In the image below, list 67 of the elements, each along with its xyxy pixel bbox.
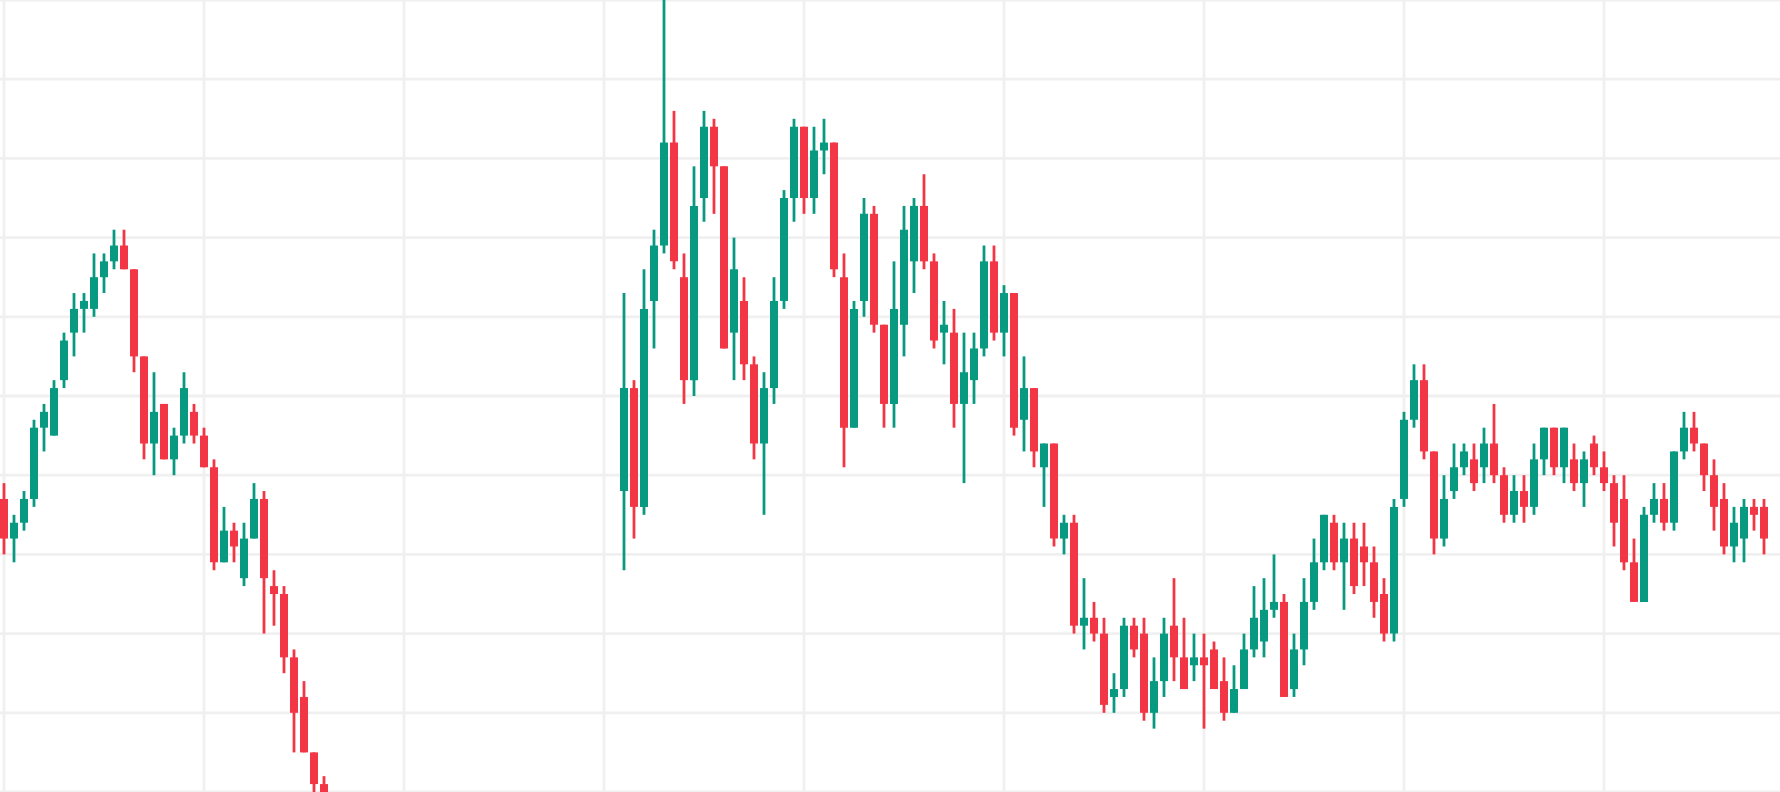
candlestick (1320, 513, 1328, 572)
candlestick (10, 513, 18, 564)
candlestick (1500, 465, 1508, 525)
candlestick (1060, 513, 1068, 556)
candlestick (1580, 450, 1588, 509)
candlestick (1020, 355, 1028, 453)
candlestick (1550, 426, 1558, 477)
candlestick (1700, 442, 1708, 493)
candlestick (250, 481, 258, 540)
candlestick (150, 370, 158, 477)
candlestick (1650, 481, 1658, 525)
candlestick (1440, 473, 1448, 548)
candlestick (1480, 426, 1488, 485)
candlestick (1490, 402, 1498, 485)
candlestick (1690, 410, 1698, 453)
candlestick (220, 505, 228, 564)
candlestick (1300, 576, 1308, 667)
candlestick (170, 426, 178, 477)
candlestick (110, 228, 118, 271)
candlestick (1090, 600, 1098, 643)
candlestick (710, 117, 718, 216)
candlestick (1680, 410, 1688, 461)
candlestick (1560, 426, 1568, 485)
candlestick (1000, 283, 1008, 358)
candlestick (1340, 521, 1348, 612)
candlestick (940, 299, 948, 366)
candlestick (1600, 450, 1608, 493)
candlestick (1520, 473, 1528, 525)
candlestick (270, 568, 278, 628)
candlestick (1170, 576, 1178, 683)
candlestick (60, 331, 68, 390)
candlestick (810, 125, 818, 216)
candlestick (1330, 513, 1338, 572)
candlestick (1310, 537, 1318, 612)
candlestick (1150, 655, 1158, 731)
candlestick (230, 521, 238, 564)
candlestick (1630, 537, 1638, 604)
candlestick (1410, 362, 1418, 430)
candlestick (1230, 663, 1238, 715)
candlestick (1540, 426, 1548, 477)
candlestick (1470, 442, 1478, 493)
candlestick (1110, 671, 1118, 715)
candlestick (20, 489, 28, 533)
candlestick (240, 521, 248, 588)
candlestick (100, 252, 108, 295)
candlestick (1460, 442, 1468, 477)
candlestick (1270, 553, 1278, 620)
candlestick (310, 751, 318, 792)
candlestick (120, 228, 128, 271)
candlestick (1190, 632, 1198, 683)
candlestick (200, 426, 208, 469)
candlestick (70, 291, 78, 358)
candlestick (0, 481, 8, 556)
candlestick (1160, 616, 1168, 699)
candlestick (1040, 442, 1048, 509)
candlestick (1180, 616, 1188, 691)
candlestick (1530, 442, 1538, 517)
candlestick (1660, 481, 1668, 533)
candlestick (1570, 442, 1578, 493)
candlestick (1450, 442, 1458, 501)
candlestick (180, 370, 188, 445)
candlestick (1510, 473, 1518, 525)
candlestick (1290, 632, 1298, 699)
candlestick (1080, 576, 1088, 651)
candlestick (1590, 434, 1598, 477)
candlestick (190, 402, 198, 445)
candlestick (1240, 632, 1248, 691)
